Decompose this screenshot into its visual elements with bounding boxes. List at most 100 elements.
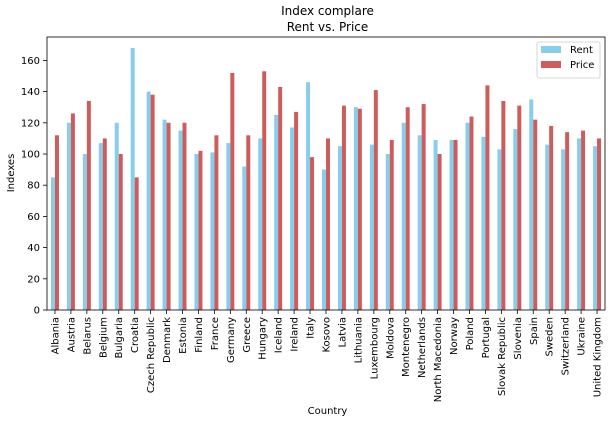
x-tick-label: Albania bbox=[50, 317, 61, 354]
bar-rent-slovak-republic bbox=[497, 149, 502, 310]
x-tick-label: Estonia bbox=[178, 317, 189, 354]
bar-rent-kosovo bbox=[322, 169, 326, 310]
bar-price-norway bbox=[453, 139, 458, 310]
bar-rent-norway bbox=[449, 139, 454, 310]
bar-rent-austria bbox=[66, 122, 71, 310]
bar-rent-denmark bbox=[162, 119, 167, 311]
y-tick-label: 120 bbox=[21, 118, 40, 129]
bar-price-slovenia bbox=[517, 105, 522, 310]
x-tick-label: Slovenia bbox=[513, 317, 524, 360]
bar-price-denmark bbox=[166, 122, 171, 310]
y-tick-label: 140 bbox=[21, 87, 40, 98]
x-tick-label: Greece bbox=[242, 317, 253, 353]
y-tick-label: 160 bbox=[21, 56, 40, 67]
x-tick-label: Ireland bbox=[290, 317, 301, 352]
x-tick-label: Poland bbox=[465, 317, 476, 350]
bar-rent-finland bbox=[194, 154, 199, 310]
bar-rent-switzerland bbox=[561, 149, 566, 310]
bar-rent-north-macedonia bbox=[433, 139, 438, 310]
x-tick-label: Czech Republic bbox=[146, 317, 157, 393]
legend: Rent Price bbox=[536, 41, 601, 79]
bar-price-czech-republic bbox=[150, 94, 155, 310]
x-tick-label: Montenegro bbox=[401, 317, 412, 377]
bar-rent-portugal bbox=[481, 136, 486, 310]
x-axis-label: Country bbox=[308, 406, 348, 417]
x-tick-label: Norway bbox=[449, 317, 460, 355]
bar-price-north-macedonia bbox=[437, 154, 442, 310]
bar-price-estonia bbox=[182, 122, 187, 310]
bar-price-lithuania bbox=[357, 108, 362, 310]
bar-price-greece bbox=[246, 135, 251, 310]
x-tick-label: Switzerland bbox=[561, 317, 572, 375]
bar-price-latvia bbox=[341, 105, 346, 310]
x-tick-label: Belarus bbox=[82, 317, 93, 355]
bar-price-luxembourg bbox=[373, 90, 378, 310]
bar-rent-netherlands bbox=[417, 135, 422, 310]
bar-price-portugal bbox=[485, 85, 490, 310]
x-tick-label: Croatia bbox=[130, 317, 141, 353]
bar-rent-iceland bbox=[274, 115, 279, 310]
bar-price-ukraine bbox=[581, 130, 586, 310]
bar-rent-albania bbox=[50, 177, 55, 310]
bar-price-switzerland bbox=[565, 132, 570, 310]
chart-title: Index complare bbox=[281, 4, 374, 18]
legend-label-rent: Rent bbox=[570, 45, 593, 56]
bar-price-ireland bbox=[294, 111, 299, 310]
x-tick-label: Kosovo bbox=[322, 317, 333, 353]
bar-price-sweden bbox=[549, 125, 554, 310]
x-tick-label: Hungary bbox=[258, 317, 269, 360]
x-tick-label: Sweden bbox=[545, 317, 556, 357]
bar-rent-bulgaria bbox=[114, 122, 119, 310]
bar-price-kosovo bbox=[326, 138, 330, 310]
bar-price-albania bbox=[54, 135, 59, 310]
bars-group bbox=[50, 47, 602, 311]
y-tick-label: 100 bbox=[21, 150, 40, 161]
bar-rent-italy bbox=[306, 82, 311, 311]
bar-price-iceland bbox=[278, 86, 283, 310]
x-axis-ticks: Albania Austria Belarus Belgium Bulgaria Croa… bbox=[50, 310, 604, 402]
y-tick-label: 60 bbox=[27, 212, 40, 223]
y-tick-label: 20 bbox=[27, 274, 40, 285]
bar-price-netherlands bbox=[421, 104, 426, 310]
y-tick-label: 0 bbox=[34, 306, 40, 317]
bar-rent-ukraine bbox=[577, 138, 582, 310]
bar-rent-lithuania bbox=[353, 107, 358, 310]
bar-rent-ireland bbox=[290, 127, 295, 310]
bar-price-hungary bbox=[262, 71, 267, 310]
y-axis-label: Indexes bbox=[6, 154, 17, 193]
x-tick-label: Luxembourg bbox=[369, 317, 380, 379]
x-tick-label: Spain bbox=[529, 317, 540, 345]
bar-price-belgium bbox=[102, 138, 107, 310]
x-tick-label: Ukraine bbox=[577, 317, 588, 356]
bar-rent-moldova bbox=[385, 154, 390, 310]
x-tick-label: Latvia bbox=[337, 317, 348, 347]
bar-price-italy bbox=[310, 157, 315, 310]
x-tick-label: Finland bbox=[194, 317, 205, 353]
bar-rent-montenegro bbox=[401, 122, 406, 310]
bar-rent-france bbox=[210, 152, 215, 310]
x-tick-label: France bbox=[210, 317, 221, 350]
x-tick-label: Netherlands bbox=[417, 317, 428, 378]
bar-price-germany bbox=[230, 72, 235, 310]
bar-price-montenegro bbox=[405, 107, 410, 310]
x-tick-label: Lithuania bbox=[353, 317, 364, 363]
bar-rent-czech-republic bbox=[146, 91, 151, 310]
bar-rent-united-kingdom bbox=[593, 146, 598, 310]
bar-price-poland bbox=[469, 116, 474, 310]
bar-price-austria bbox=[70, 113, 75, 310]
x-tick-label: Italy bbox=[306, 317, 317, 339]
x-tick-label: Belgium bbox=[98, 317, 109, 358]
bar-price-finland bbox=[198, 150, 203, 310]
bar-rent-hungary bbox=[258, 138, 263, 310]
x-tick-label: Austria bbox=[66, 317, 77, 352]
bar-price-bulgaria bbox=[118, 154, 123, 310]
bar-rent-slovenia bbox=[513, 129, 518, 310]
bar-rent-spain bbox=[529, 99, 534, 311]
bar-price-slovak-republic bbox=[501, 100, 506, 311]
x-tick-label: Slovak Republic bbox=[497, 317, 508, 396]
chart-subtitle: Rent vs. Price bbox=[287, 20, 369, 34]
bar-price-belarus bbox=[86, 100, 91, 311]
x-tick-label: Iceland bbox=[274, 317, 285, 353]
bar-rent-germany bbox=[226, 143, 231, 310]
